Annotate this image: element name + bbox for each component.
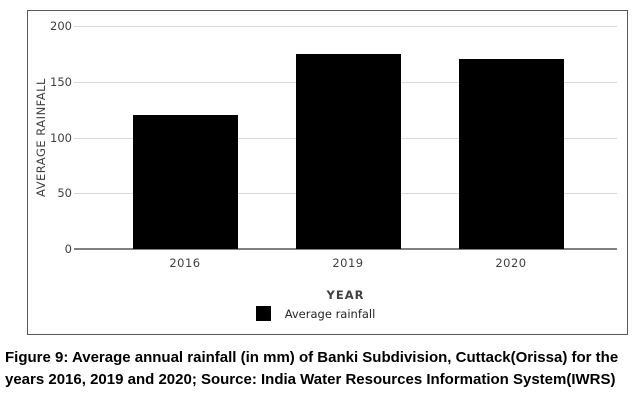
y-tick-label-100: 100: [50, 130, 72, 145]
legend: Average rainfall: [44, 306, 587, 321]
x-tick-label-2016: 2016: [169, 256, 201, 270]
bar-2019: [295, 53, 401, 249]
bar-2020: [458, 59, 564, 249]
figure-caption: Figure 9: Average annual rainfall (in mm…: [5, 347, 633, 391]
x-axis-title: YEAR: [326, 288, 365, 302]
figure-caption-line-2: years 2016, 2019 and 2020; Source: India…: [5, 371, 616, 388]
x-tick-label-2019: 2019: [332, 256, 364, 270]
legend-swatch-icon: [255, 306, 271, 321]
figure-caption-line-1: Figure 9: Average annual rainfall (in mm…: [5, 349, 619, 366]
gridline-200: [74, 26, 617, 27]
y-tick-label-200: 200: [50, 19, 72, 33]
x-axis-line: [74, 248, 617, 250]
y-tick-label-0: 0: [64, 242, 72, 256]
y-tick-label-150: 150: [50, 74, 72, 89]
legend-label: Average rainfall: [284, 306, 376, 321]
rainfall-bar-chart: AVERAGE RAINFALL YEAR Average rainfall 0…: [27, 10, 628, 335]
x-tick-label-2020: 2020: [495, 256, 527, 270]
y-tick-label-50: 50: [57, 186, 72, 201]
bar-2016: [132, 115, 238, 249]
